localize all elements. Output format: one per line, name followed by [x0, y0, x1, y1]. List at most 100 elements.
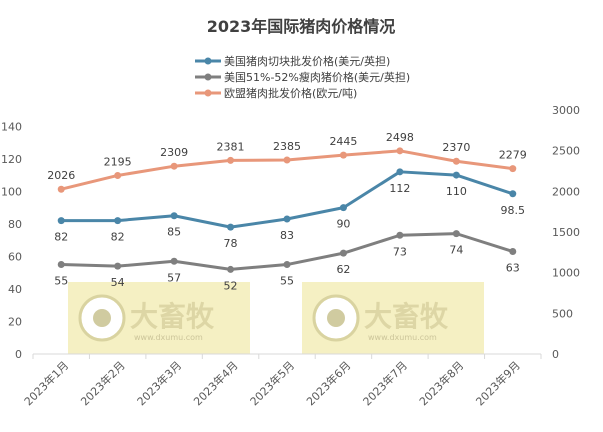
legend-marker [204, 89, 212, 97]
data-label: 63 [506, 262, 520, 275]
data-point [509, 165, 517, 173]
data-point [283, 261, 291, 269]
series: 55 54 57 52 55 62 73 74 63 [54, 230, 520, 292]
data-label: 57 [167, 271, 181, 284]
data-point [227, 265, 235, 273]
data-point [509, 248, 517, 256]
legend-marker [204, 57, 212, 65]
data-label: 83 [280, 229, 294, 242]
watermark-brand: 大畜牧 [364, 300, 449, 333]
data-point [452, 171, 460, 179]
data-point [396, 147, 404, 155]
left-axis-tick-label: 80 [8, 218, 22, 231]
watermark-url: www.dxumu.com [134, 333, 203, 342]
watermark-logo-dot [93, 309, 111, 327]
legend-label: 欧盟猪肉批发价格(欧元/吨) [224, 86, 357, 100]
right-axis-tick-label: 3000 [552, 104, 580, 117]
data-label: 2279 [499, 149, 527, 162]
data-point [114, 262, 122, 270]
data-label: 2445 [329, 135, 357, 148]
series-lines: 82 82 85 78 83 90 112 110 98.5 55 54 57 52 55 62 73 74 63… [47, 131, 527, 293]
data-label: 2195 [104, 155, 132, 168]
left-axis-tick-label: 60 [8, 250, 22, 263]
data-point [57, 217, 65, 225]
data-label: 62 [336, 263, 350, 276]
data-label: 73 [393, 245, 407, 258]
chart-title: 2023年国际猪肉价格情况 [207, 17, 396, 36]
legend-label: 美国猪肉切块批发价格(美元/英担) [224, 54, 390, 68]
watermark-url: www.dxumu.com [368, 333, 437, 342]
data-point [339, 204, 347, 212]
data-label: 2370 [442, 141, 470, 154]
data-point [114, 217, 122, 225]
right-axis-tick-label: 0 [552, 348, 559, 361]
data-label: 110 [446, 185, 467, 198]
x-axis-tick-label: 2023年6月 [303, 358, 353, 408]
data-point [57, 185, 65, 193]
data-label: 78 [224, 237, 238, 250]
data-point [452, 230, 460, 238]
data-label: 90 [336, 218, 350, 231]
data-label: 74 [449, 244, 463, 257]
watermark-logo-dot [327, 309, 345, 327]
x-axis-tick-label: 2023年7月 [360, 358, 410, 408]
data-point [396, 231, 404, 239]
x-axis-tick-label: 2023年3月 [134, 358, 184, 408]
x-axis-tick-label: 2023年8月 [416, 358, 466, 408]
right-axis-tick-label: 1500 [552, 226, 580, 239]
legend-item: 欧盟猪肉批发价格(欧元/吨) [195, 86, 357, 100]
right-axis-tick-label: 500 [552, 307, 573, 320]
data-point [339, 249, 347, 257]
data-point [339, 151, 347, 159]
x-axis-tick-label: 2023年2月 [78, 358, 128, 408]
data-label: 55 [54, 275, 68, 288]
right-axis-tick-label: 2000 [552, 185, 580, 198]
data-label: 82 [111, 231, 125, 244]
data-label: 85 [167, 226, 181, 239]
data-label: 112 [389, 182, 410, 195]
left-axis-tick-label: 120 [1, 153, 22, 166]
data-label: 2309 [160, 146, 188, 159]
data-point [57, 261, 65, 269]
x-axis-tick-label: 2023年4月 [190, 358, 240, 408]
legend-item: 美国51%-52%瘦肉猪价格(美元/英担) [195, 70, 410, 84]
x-axis-tick-label: 2023年9月 [473, 358, 523, 408]
data-label: 2498 [386, 131, 414, 144]
data-label: 2385 [273, 140, 301, 153]
data-label: 2381 [217, 140, 245, 153]
left-axis-tick-label: 100 [1, 185, 22, 198]
data-label: 82 [54, 231, 68, 244]
data-point [452, 157, 460, 165]
data-point [509, 190, 517, 198]
data-point [283, 156, 291, 164]
x-axis-tick-label: 2023年5月 [247, 358, 297, 408]
data-label: 98.5 [501, 204, 526, 217]
legend-item: 美国猪肉切块批发价格(美元/英担) [195, 54, 390, 68]
data-label: 55 [280, 275, 294, 288]
series: 2026 2195 2309 2381 2385 2445 2498 2370 2279 [47, 131, 527, 193]
data-point [227, 156, 235, 164]
x-axis-tick-label: 2023年1月 [21, 358, 71, 408]
data-point [170, 212, 178, 220]
right-axis-tick-label: 2500 [552, 145, 580, 158]
series: 82 82 85 78 83 90 112 110 98.5 [54, 168, 525, 250]
legend: 美国猪肉切块批发价格(美元/英担) 美国51%-52%瘦肉猪价格(美元/英担) 欧盟… [195, 54, 410, 100]
data-label: 52 [224, 279, 238, 292]
data-point [170, 257, 178, 265]
data-label: 2026 [47, 169, 75, 182]
left-axis-tick-label: 140 [1, 120, 22, 133]
legend-marker [204, 73, 212, 81]
legend-label: 美国51%-52%瘦肉猪价格(美元/英担) [224, 70, 410, 84]
data-point [396, 168, 404, 176]
watermark-brand: 大畜牧 [130, 300, 215, 333]
left-axis-tick-label: 40 [8, 283, 22, 296]
right-axis-tick-label: 1000 [552, 267, 580, 280]
data-label: 54 [111, 276, 125, 289]
data-point [114, 171, 122, 179]
data-point [227, 223, 235, 231]
data-point [283, 215, 291, 223]
